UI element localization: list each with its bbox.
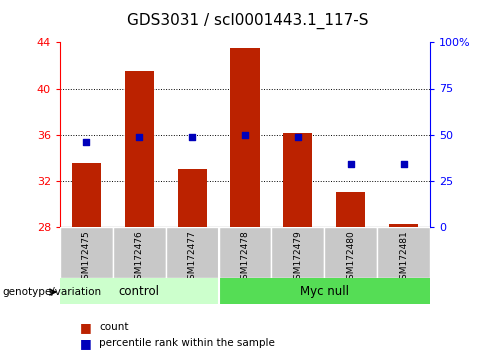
Bar [113,227,166,278]
Text: GSM172475: GSM172475 [82,230,91,285]
Bar [218,227,272,278]
Point [400,161,407,167]
Point [346,161,354,167]
Text: GSM172481: GSM172481 [399,230,408,285]
Bar [284,133,312,227]
Bar [377,227,430,278]
Point [82,139,90,145]
Bar [178,169,206,227]
Text: genotype/variation: genotype/variation [2,287,102,297]
Bar [60,227,113,278]
Text: Myc null: Myc null [300,285,349,298]
Point [241,132,249,137]
Text: GSM172479: GSM172479 [294,230,302,285]
Bar [272,227,324,278]
Bar [72,163,101,227]
Text: percentile rank within the sample: percentile rank within the sample [99,338,275,348]
Bar [60,278,218,304]
Bar [389,224,418,227]
Text: GSM172478: GSM172478 [240,230,250,285]
Text: GSM172476: GSM172476 [135,230,144,285]
Bar [324,227,377,278]
Text: GSM172480: GSM172480 [346,230,355,285]
Point [188,135,196,140]
Text: ■: ■ [80,321,92,334]
Point [294,135,302,140]
Bar [336,192,365,227]
Bar [125,71,154,227]
Text: GDS3031 / scl0001443.1_117-S: GDS3031 / scl0001443.1_117-S [127,12,368,29]
Bar [166,227,218,278]
Text: GSM172477: GSM172477 [188,230,196,285]
Text: control: control [119,285,160,298]
Text: ■: ■ [80,337,92,350]
Bar [218,278,430,304]
Point [136,135,143,140]
Bar [230,48,260,227]
Text: count: count [99,322,128,332]
